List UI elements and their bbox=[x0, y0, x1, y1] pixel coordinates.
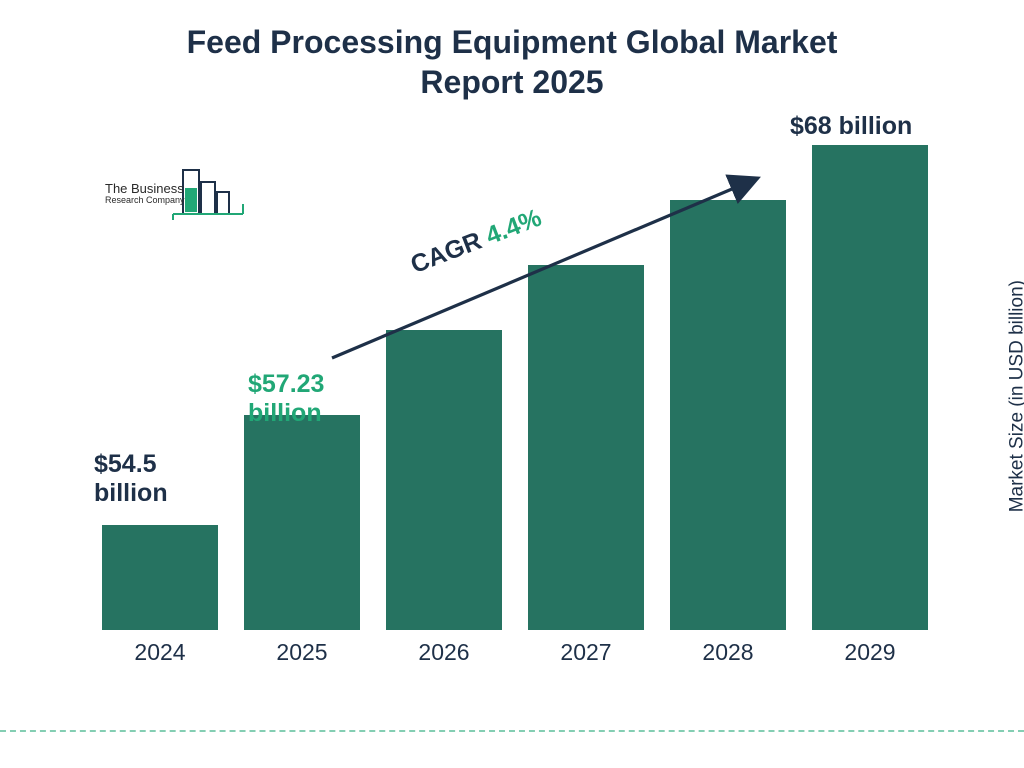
category-label: 2027 bbox=[528, 639, 644, 666]
bar-group: 2026 bbox=[386, 330, 502, 630]
chart-title: Feed Processing Equipment Global Market … bbox=[0, 22, 1024, 102]
category-label: 2028 bbox=[670, 639, 786, 666]
bar-2027 bbox=[528, 265, 644, 630]
bar-group: 2024 bbox=[102, 525, 218, 630]
category-label: 2026 bbox=[386, 639, 502, 666]
value-label-line2: billion bbox=[248, 399, 324, 428]
chart-title-line1: Feed Processing Equipment Global Market bbox=[0, 22, 1024, 62]
bottom-dashed-line bbox=[0, 730, 1024, 732]
bar-group: 2029 bbox=[812, 145, 928, 630]
value-label-line1: $54.5 bbox=[94, 450, 168, 479]
bar-2029 bbox=[812, 145, 928, 630]
bar-2025 bbox=[244, 415, 360, 630]
category-label: 2024 bbox=[102, 639, 218, 666]
y-axis-label: Market Size (in USD billion) bbox=[1006, 280, 1024, 512]
value-label-line1: $68 billion bbox=[790, 112, 912, 141]
value-label-line1: $57.23 bbox=[248, 370, 324, 399]
bar-2028 bbox=[670, 200, 786, 630]
category-label: 2025 bbox=[244, 639, 360, 666]
bar-group: 2027 bbox=[528, 265, 644, 630]
bar-2024 bbox=[102, 525, 218, 630]
value-label-line2: billion bbox=[94, 479, 168, 508]
value-label-2024: $54.5 billion bbox=[94, 450, 168, 508]
value-label-2029: $68 billion bbox=[790, 112, 912, 141]
bar-group: 2028 bbox=[670, 200, 786, 630]
bar-group: 2025 bbox=[244, 415, 360, 630]
bar-2026 bbox=[386, 330, 502, 630]
category-label: 2029 bbox=[812, 639, 928, 666]
chart-title-line2: Report 2025 bbox=[0, 62, 1024, 102]
value-label-2025: $57.23 billion bbox=[248, 370, 324, 428]
